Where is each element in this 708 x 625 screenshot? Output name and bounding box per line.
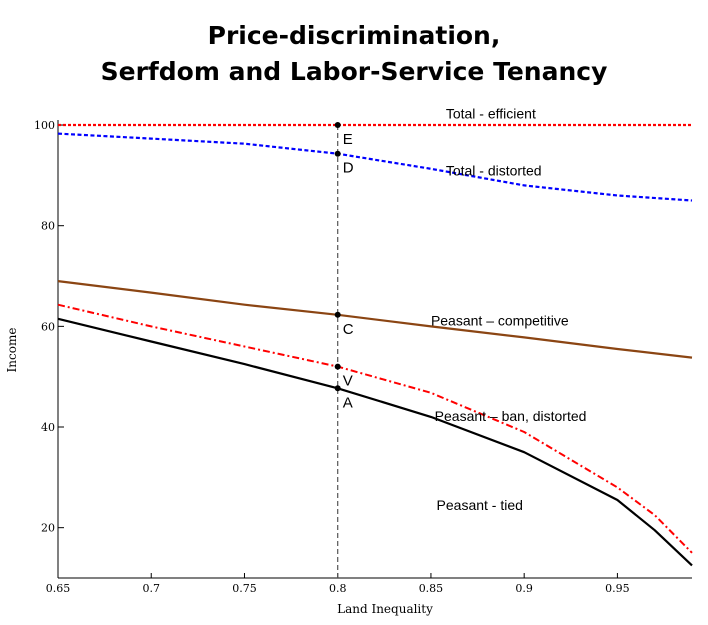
point-label-a: A (343, 394, 353, 411)
chart-title: Price-discrimination, Serfdom and Labor-… (0, 18, 708, 90)
point-marker-d (334, 150, 341, 157)
x-tick-label: 0.8 (329, 582, 347, 595)
chart-title-line-2: Serfdom and Labor-Service Tenancy (100, 57, 608, 86)
y-tick-label: 80 (41, 220, 55, 233)
point-label-c: C (343, 321, 354, 338)
series-label-0: Total - efficient (446, 105, 536, 121)
y-tick-label: 40 (41, 421, 55, 434)
series-label-3: Peasant – ban, distorted (435, 408, 587, 424)
x-tick-label: 0.9 (515, 582, 533, 595)
y-tick-label: 60 (41, 320, 55, 333)
y-tick-label: 20 (41, 522, 55, 535)
series-label-4: Peasant - tied (437, 497, 523, 513)
y-axis-label: Income (5, 328, 19, 373)
point-label-v: V (343, 373, 353, 390)
axes: 0.65 0.7 0.75 0.8 0.85 0.9 0.95 20 40 60 80 100 Land… (5, 119, 692, 616)
point-label-d: D (343, 160, 354, 177)
point-marker-a (334, 385, 341, 392)
x-tick-label: 0.85 (419, 582, 444, 595)
x-tick-label: 0.7 (142, 582, 160, 595)
chart-title-line-1: Price-discrimination, (207, 21, 501, 50)
x-tick-label: 0.75 (232, 582, 257, 595)
series-line-2 (57, 280, 693, 359)
point-marker-c (334, 311, 341, 318)
series-line-4 (57, 317, 693, 567)
x-tick-label: 0.65 (46, 582, 71, 595)
x-tick-label: 0.95 (605, 582, 630, 595)
label-layer: Total - efficient Total - distorted Peasan… (343, 105, 587, 513)
x-axis-label: Land Inequality (337, 602, 433, 616)
series-label-1: Total - distorted (446, 162, 542, 178)
point-marker-e (334, 122, 341, 129)
marker-layer (334, 122, 341, 392)
y-tick-label: 100 (34, 119, 55, 132)
point-label-e: E (343, 131, 353, 148)
point-marker-v (334, 363, 341, 370)
series-lines (57, 123, 693, 578)
series-label-2: Peasant – competitive (431, 312, 569, 328)
series-line-1 (57, 132, 693, 202)
